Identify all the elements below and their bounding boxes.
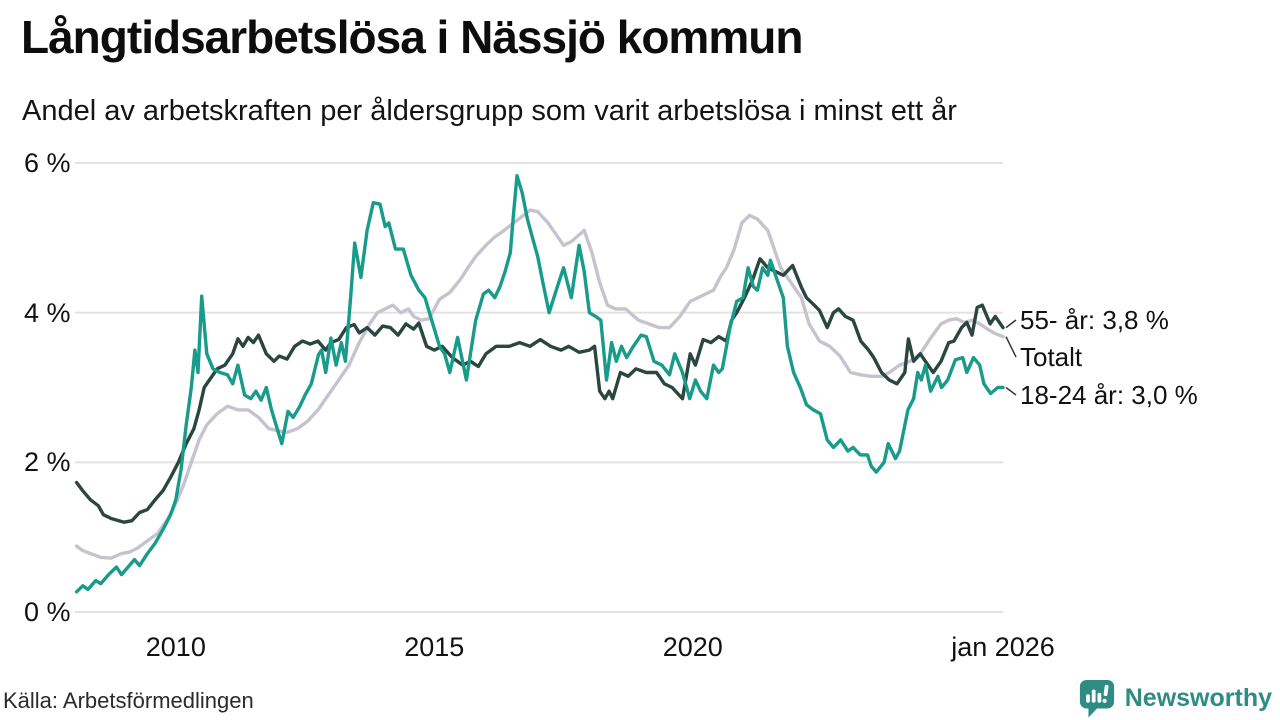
x-tick-label: 2020 (662, 632, 723, 662)
y-tick-label: 4 % (24, 297, 71, 328)
x-tick-label: 2015 (404, 632, 465, 662)
series-line-55-r (74, 257, 1005, 524)
newsworthy-brand: Newsworthy (1078, 678, 1272, 718)
source-text: Källa: Arbetsförmedlingen (3, 688, 254, 713)
y-tick-label: 0 % (24, 597, 71, 627)
series-line-totalt (74, 208, 1005, 560)
series-label-55-ar: 55- år: 3,8 % (1020, 305, 1169, 335)
chart-subtitle: Andel av arbetskraften per åldersgrupp s… (22, 95, 957, 127)
label-connector (1005, 319, 1017, 329)
label-connector (1005, 336, 1017, 358)
series-line-18-24-r (74, 173, 1005, 594)
page-title: Långtidsarbetslösa i Nässjö kommun (21, 11, 803, 63)
newsworthy-logo-icon (1079, 679, 1114, 718)
x-tick-label: 2010 (145, 632, 206, 662)
label-connector (1005, 386, 1017, 396)
newsworthy-wordmark: Newsworthy (1124, 683, 1272, 712)
x-tick-label: jan 2026 (951, 632, 1055, 662)
y-tick-label: 2 % (24, 447, 71, 478)
series-label-totalt: Totalt (1020, 342, 1083, 372)
y-tick-label: 6 % (24, 148, 71, 178)
series-label-18-24-ar: 18-24 år: 3,0 % (1020, 380, 1198, 410)
